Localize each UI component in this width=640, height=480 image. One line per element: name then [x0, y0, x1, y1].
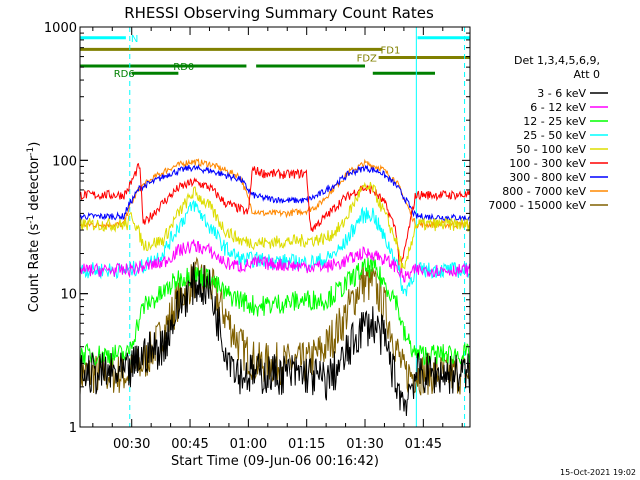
y-tick-label: 10 [60, 288, 77, 303]
series-line [80, 181, 470, 271]
legend-label: 800 - 7000 keV [502, 185, 586, 198]
x-axis-label: Start Time (09-Jun-06 00:16:42) [171, 454, 379, 469]
chart-title: RHESSI Observing Summary Count Rates [124, 4, 434, 22]
x-tick-label: 01:30 [346, 437, 383, 452]
legend-header-line: Det 1,3,4,5,6,9, [514, 54, 600, 67]
series-line [80, 164, 470, 222]
x-tick-label: 01:45 [405, 437, 442, 452]
footer-timestamp: 15-Oct-2021 19:02 [560, 468, 636, 477]
plot-frame [79, 26, 471, 428]
x-tick-label: 01:15 [288, 437, 325, 452]
flag-label-rd6: RD6 [114, 69, 135, 80]
flag-label-fdz: FDZ [357, 54, 377, 65]
legend-label: 6 - 12 keV [530, 101, 586, 114]
series-line [80, 199, 470, 297]
y-tick-label: 100 [52, 154, 77, 169]
x-tick-label: 00:45 [171, 437, 208, 452]
y-axis-label-sup: -1 [26, 147, 36, 156]
flag-label-fd1: FD1 [381, 45, 401, 56]
y-axis-label: Count Rate (s-1 detector-1) [26, 142, 42, 313]
series-line [80, 162, 470, 275]
legend-label: 25 - 50 keV [523, 129, 586, 142]
x-tick-label: 01:00 [230, 437, 267, 452]
legend-label: 300 - 800 keV [509, 171, 586, 184]
legend-header-line: Att 0 [574, 68, 600, 81]
series-lines [80, 158, 470, 417]
x-axis: 00:30 00:45 01:00 01:15 01:30 01:45 [92, 27, 463, 452]
legend-label: 50 - 100 keV [516, 143, 586, 156]
y-axis-label-part: detector [27, 155, 42, 215]
y-axis: 1 10 100 1000 [44, 21, 470, 436]
series-line [80, 256, 470, 367]
y-tick-label: 1000 [44, 21, 77, 36]
y-tick-label: 1 [69, 421, 77, 436]
series-line [80, 262, 470, 417]
y-axis-label-part: ) [27, 142, 42, 147]
flag-label-rd0: RD0 [173, 62, 194, 73]
y-axis-label-sup: -1 [26, 215, 36, 224]
x-tick-label: 00:30 [113, 437, 150, 452]
legend-label: 12 - 25 keV [523, 115, 586, 128]
flag-label-n: N [131, 34, 138, 45]
legend-label: 100 - 300 keV [509, 157, 586, 170]
legend-label: 3 - 6 keV [537, 87, 586, 100]
flag-bars [80, 36, 470, 75]
y-axis-label-part: Count Rate (s [27, 224, 42, 313]
legend-label: 7000 - 15000 keV [488, 199, 586, 212]
series-line [80, 239, 470, 283]
